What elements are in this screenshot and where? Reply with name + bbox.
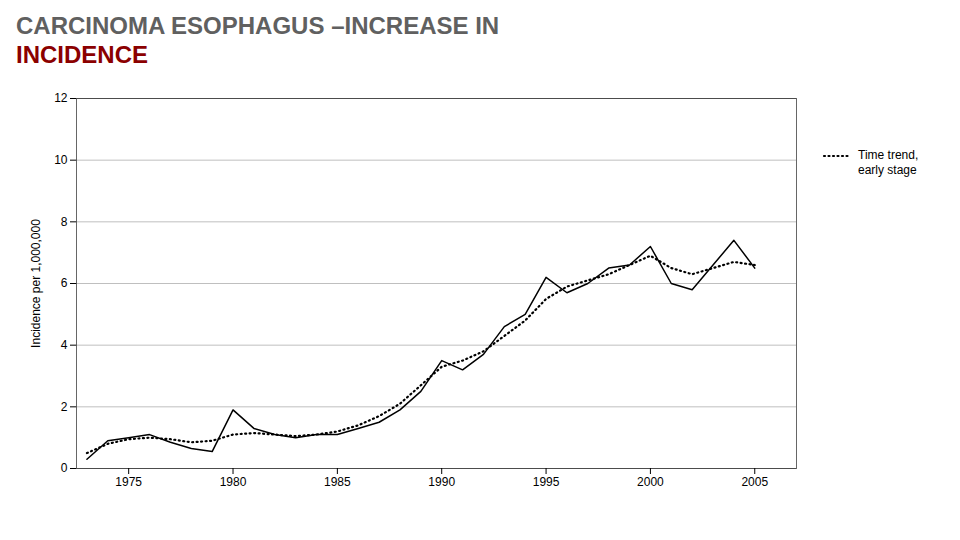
svg-text:8: 8 [61,214,68,228]
svg-text:6: 6 [61,276,68,290]
html-text:CARCINOMA ESOPHAGUS –INCREASE: CARCINOMA ESOPHAGUS –INCREASE IN [16,12,500,39]
html-text:Time trend, early stage: Time trend, early stage [858,147,919,177]
svg-text:2005: 2005 [741,475,768,489]
svg-text:1980: 1980 [220,475,247,489]
svg-text:2000: 2000 [637,475,664,489]
svg-text:1975: 1975 [115,475,142,489]
svg-text:1995: 1995 [533,475,560,489]
svg-text:12: 12 [54,91,68,105]
html-text:INCIDENCE: INCIDENCE [16,40,148,68]
svg-text:1990: 1990 [428,475,455,489]
svg-text:4: 4 [61,338,68,352]
svg-text:Incidence per 1,000,000: Incidence per 1,000,000 [29,218,43,347]
svg-text:1985: 1985 [324,475,351,489]
svg-text:0: 0 [61,461,68,475]
svg-text:10: 10 [54,153,68,167]
svg-text:2: 2 [61,399,68,413]
